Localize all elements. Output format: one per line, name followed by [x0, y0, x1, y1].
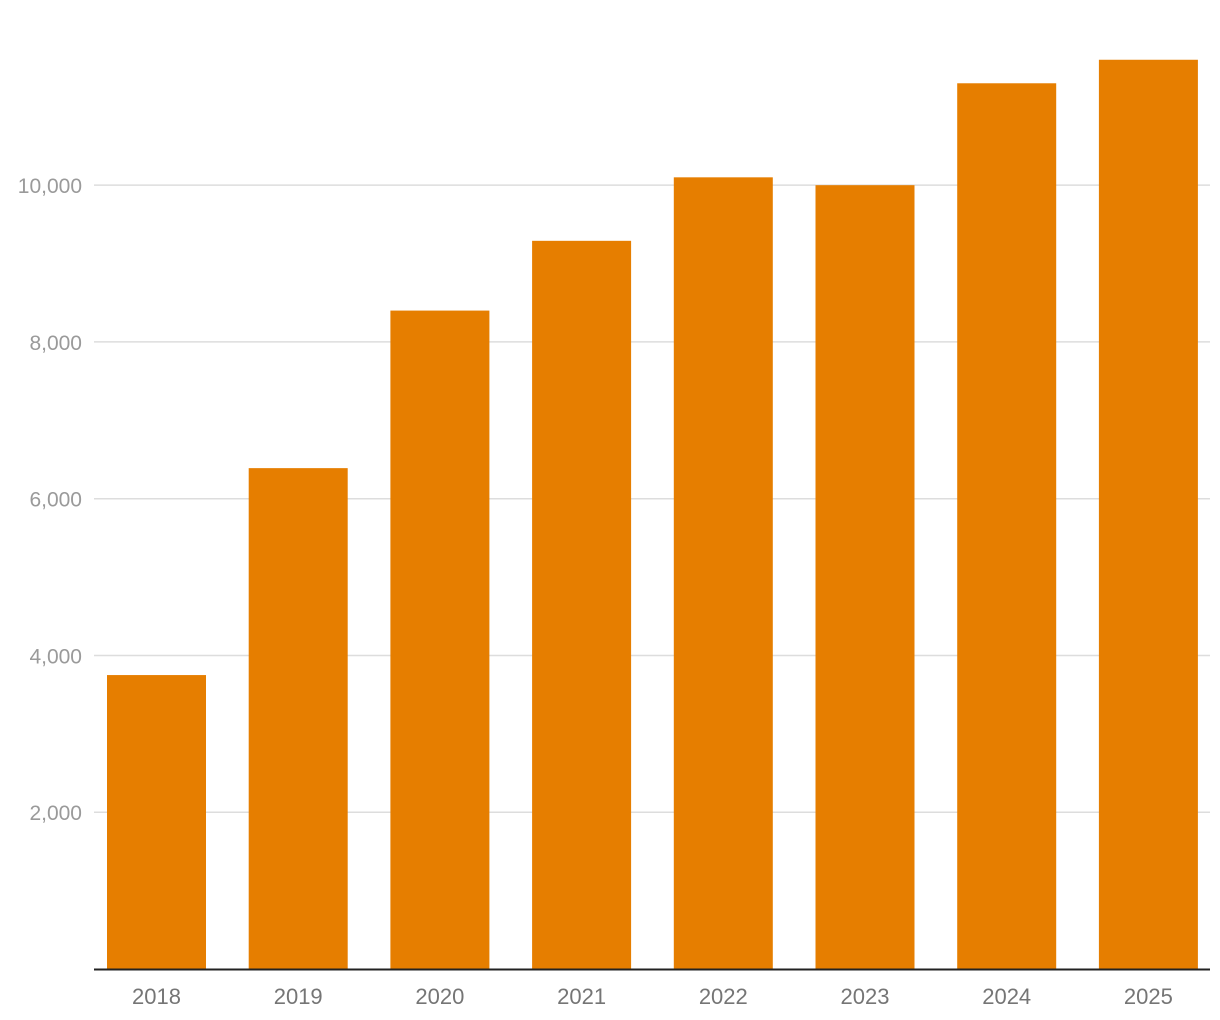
bar-2023	[815, 185, 915, 969]
bar-2024	[957, 83, 1057, 969]
y-tick-label: 10,000	[18, 175, 82, 198]
bar-2018	[107, 675, 206, 969]
x-tick-label: 2020	[415, 984, 464, 1009]
x-tick-label: 2018	[132, 984, 181, 1009]
bar-2019	[248, 468, 348, 969]
x-tick-label: 2024	[982, 984, 1031, 1009]
x-tick-label: 2021	[557, 984, 606, 1009]
bar-2020	[390, 310, 490, 969]
x-tick-label: 2023	[841, 984, 890, 1009]
y-axis-tick-labels: 2,000 4,000 6,000 8,000 10,000	[18, 175, 82, 825]
y-tick-label: 4,000	[29, 645, 82, 668]
y-tick-label: 2,000	[29, 802, 82, 825]
x-tick-label: 2019	[274, 984, 323, 1009]
bar-2025	[1098, 59, 1198, 969]
bar-2022	[673, 177, 773, 969]
x-tick-label: 2022	[699, 984, 748, 1009]
bars	[107, 59, 1198, 969]
y-tick-label: 8,000	[29, 332, 82, 355]
x-tick-label: 2025	[1124, 984, 1173, 1009]
x-axis-tick-labels: 2018 2019 2020 2021 2022 2023 2024 2025	[132, 984, 1173, 1009]
y-tick-label: 6,000	[29, 489, 82, 512]
bar-2021	[532, 240, 632, 969]
